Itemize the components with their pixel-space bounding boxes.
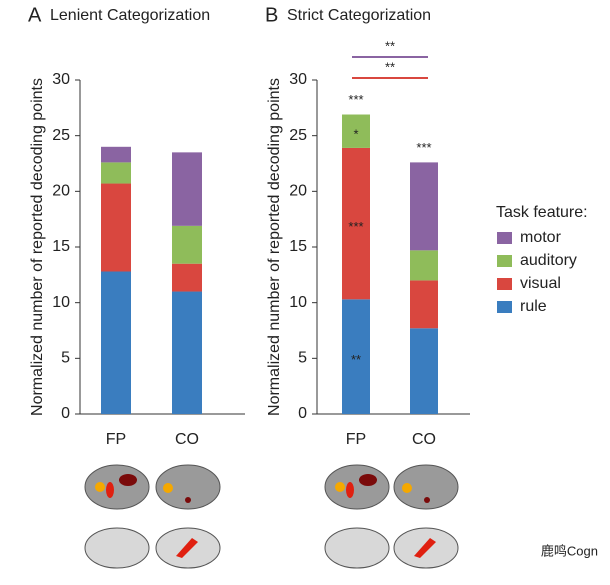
y-tick-label: 10 [52, 294, 70, 311]
bar-segment [410, 280, 438, 329]
bar-segment [101, 271, 131, 414]
legend-swatch [497, 278, 512, 290]
bar-segment [101, 183, 131, 272]
bar-segment [342, 114, 370, 148]
y-tick-label: 30 [52, 71, 70, 88]
y-tick-label: 25 [52, 127, 70, 144]
bar-segment [101, 146, 131, 163]
panel-label: A [28, 4, 42, 26]
bar-segment [410, 250, 438, 281]
y-axis-label: Normalized number of reported decoding p… [266, 78, 283, 416]
x-tick-label: CO [412, 431, 436, 448]
panel-title: Strict Categorization [287, 7, 431, 24]
bar-segment [172, 263, 202, 292]
bar-segment [172, 225, 202, 264]
y-tick-label: 15 [52, 238, 70, 255]
y-tick-label: 5 [298, 350, 307, 367]
bar-segment [172, 152, 202, 226]
y-axis-label: Normalized number of reported decoding p… [29, 78, 46, 416]
brain-medial [84, 527, 459, 569]
y-tick-label: 0 [298, 405, 307, 422]
y-tick-label: 30 [289, 71, 307, 88]
x-tick-label: FP [106, 431, 126, 448]
legend-label: visual [520, 275, 561, 292]
bar-segment [410, 162, 438, 251]
watermark: 鹿鸣Cogn [541, 543, 598, 558]
legend-title: Task feature: [496, 204, 588, 221]
x-tick-label: FP [346, 431, 366, 448]
legend-label: rule [520, 298, 547, 315]
y-tick-label: 0 [61, 405, 70, 422]
bar-segment [342, 299, 370, 414]
significance-label: * [353, 127, 358, 142]
significance-label: ** [351, 352, 361, 367]
y-tick-label: 25 [289, 127, 307, 144]
y-tick-label: 20 [289, 183, 307, 200]
y-tick-label: 15 [289, 238, 307, 255]
bar-segment [101, 162, 131, 184]
comparison-label: ** [385, 59, 395, 74]
panel-label: B [265, 4, 278, 26]
legend-swatch [497, 255, 512, 267]
legend-swatch [497, 232, 512, 244]
bar-segment [172, 291, 202, 414]
y-tick-label: 5 [61, 350, 70, 367]
comparison-label: ** [385, 38, 395, 53]
brain-images [84, 464, 459, 569]
bar-segment [410, 328, 438, 414]
y-tick-label: 10 [289, 294, 307, 311]
significance-label: *** [348, 92, 363, 107]
legend-label: motor [520, 229, 562, 246]
x-tick-label: CO [175, 431, 199, 448]
legend-label: auditory [520, 252, 577, 269]
significance-label: *** [416, 140, 431, 155]
significance-label: *** [348, 219, 363, 234]
legend-swatch [497, 301, 512, 313]
brain-lateral [84, 464, 459, 510]
bar-segment [342, 147, 370, 300]
y-tick-label: 20 [52, 183, 70, 200]
panel-title: Lenient Categorization [50, 7, 210, 24]
